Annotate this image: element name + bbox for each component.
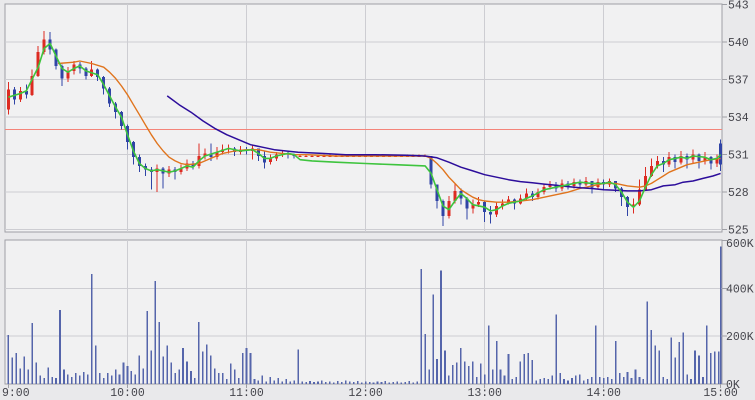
price-tick-label: 537 [728, 75, 749, 88]
volume-tick-label: 0K [726, 379, 740, 392]
ma-long-line [166, 95, 721, 192]
price-tick-label: 525 [728, 225, 749, 238]
volume-tick-label: 600K [726, 238, 754, 251]
time-tick-label: 15:00 [703, 387, 738, 400]
ma-short-line [8, 42, 722, 212]
volume-tick-label: 200K [726, 331, 754, 344]
volume-axis-labels: 600K 400K 200K 0K [722, 238, 754, 392]
time-tick-label: 10:00 [110, 387, 145, 400]
price-tick-label: 528 [728, 187, 749, 200]
price-axis-labels: 543 540 537 534 531 528 525 [722, 0, 749, 238]
time-tick-label: 14:00 [586, 387, 621, 400]
volume-tick-label: 400K [726, 283, 754, 296]
price-tick-label: 543 [728, 0, 749, 13]
price-tick-label: 534 [728, 112, 749, 125]
ma-mid-line [57, 60, 721, 203]
time-tick-label: 13:00 [467, 387, 502, 400]
price-tick-label: 540 [728, 37, 749, 50]
price-tick-label: 531 [728, 150, 749, 163]
time-tick-label: 9:00 [2, 387, 30, 400]
volume-bars-layer [7, 246, 722, 384]
time-tick-label: 11:00 [229, 387, 264, 400]
time-tick-label: 12:00 [348, 387, 383, 400]
time-axis-labels: 9:00 10:00 11:00 12:00 13:00 14:00 15:00 [2, 384, 738, 400]
